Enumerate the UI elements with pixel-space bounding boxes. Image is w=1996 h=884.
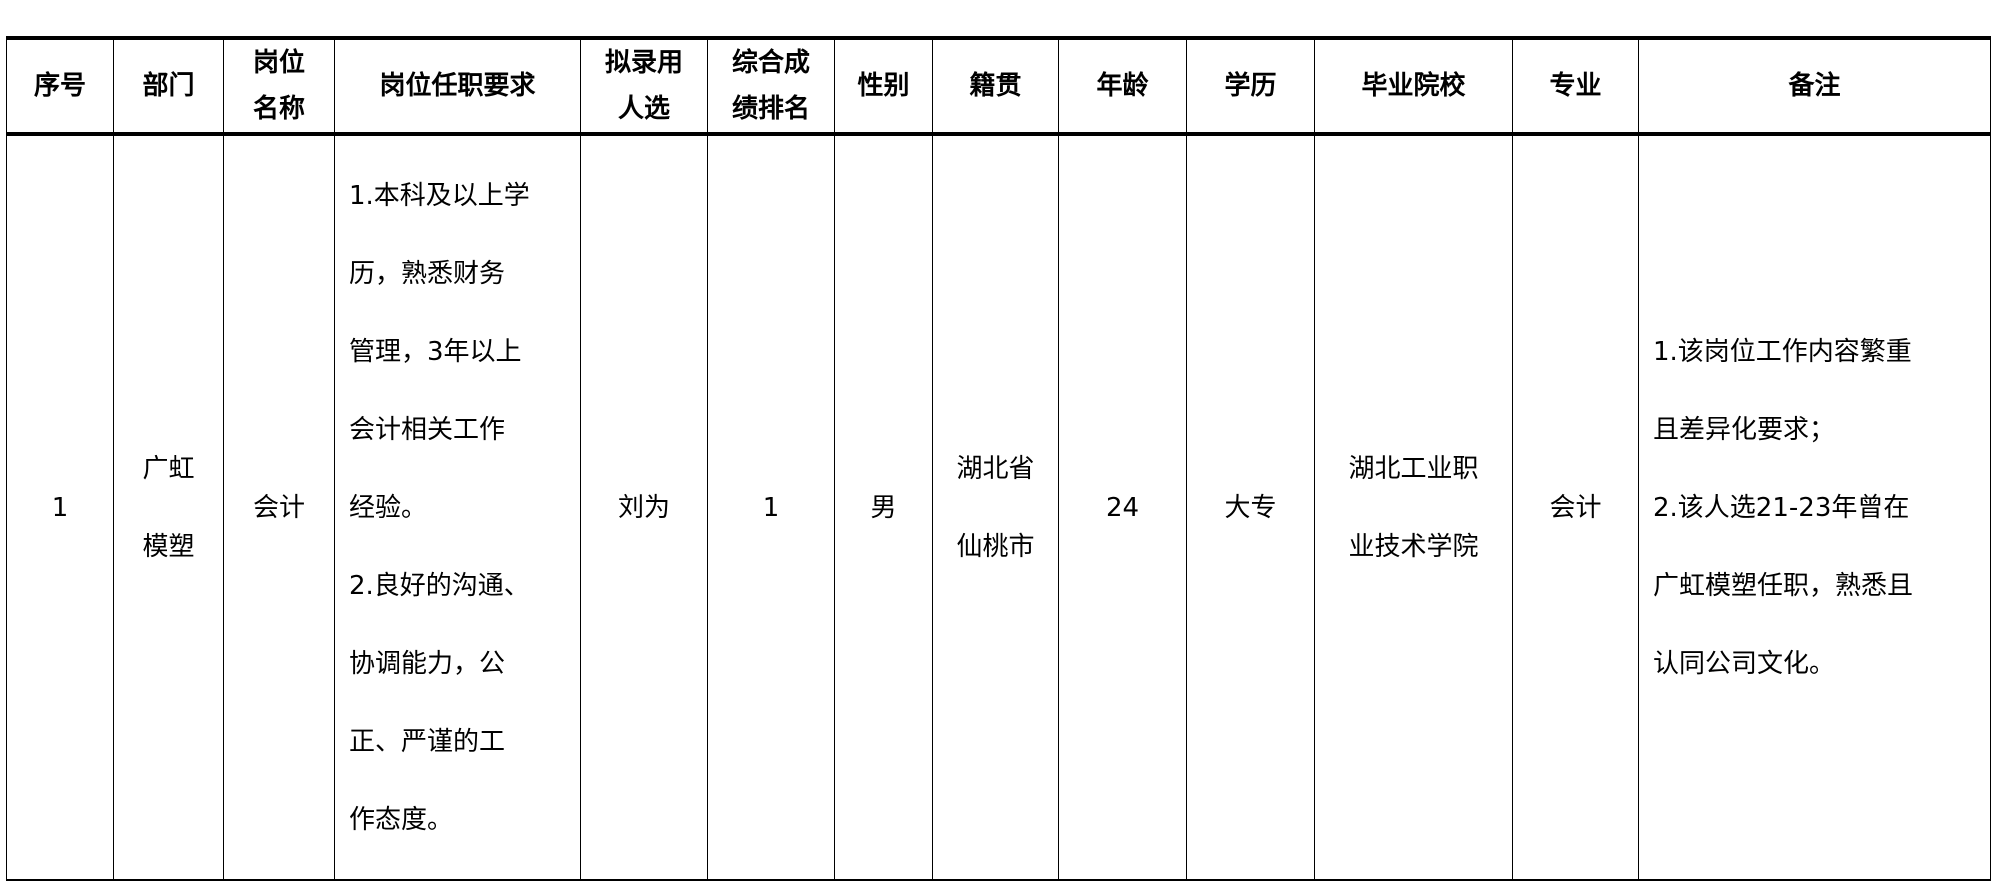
header-origin: 籍贯 [932, 36, 1059, 136]
header-remarks: 备注 [1638, 36, 1991, 136]
cell-rank: 1 [707, 133, 835, 881]
cell-line: 且差异化要求； [1653, 414, 1836, 445]
cell-line: 模塑 [142, 531, 195, 562]
cell-line: 认同公司文化。 [1653, 648, 1836, 679]
cell-line: 协调能力，公 [349, 648, 506, 679]
cell-line: 湖北工业职 [1348, 453, 1479, 484]
cell-school: 湖北工业职业技术学院 [1314, 133, 1513, 881]
header-index: 序号 [6, 36, 114, 136]
cell-origin: 湖北省 仙桃市 [932, 133, 1059, 881]
cell-line: 历，熟悉财务 [349, 258, 506, 289]
cell-candidate: 刘为 [580, 133, 708, 881]
cell-line: 湖北省 [956, 453, 1035, 484]
header-position: 岗位名称 [223, 36, 335, 136]
header-candidate: 拟录用人选 [580, 36, 708, 136]
cell-education: 大专 [1186, 133, 1315, 881]
cell-gender: 男 [834, 133, 933, 881]
cell-line: 2.良好的沟通、 [349, 570, 530, 601]
cell-line: 1.该岗位工作内容繁重 [1653, 336, 1912, 367]
header-candidate-label: 拟录用人选 [604, 48, 683, 124]
cell-department: 广虹 模塑 [113, 133, 224, 881]
cell-line: 广虹 [142, 453, 195, 484]
cell-line: 作态度。 [349, 804, 454, 835]
cell-line: 经验。 [349, 492, 428, 523]
cell-remarks: 1.该岗位工作内容繁重 且差异化要求； 2.该人选21-23年曾在 广虹模塑任职，熟悉… [1638, 133, 1991, 881]
header-rank: 综合成 绩排名 [707, 36, 835, 136]
header-education: 学历 [1186, 36, 1315, 136]
header-requirements: 岗位任职要求 [334, 36, 581, 136]
cell-line: 管理，3年以上 [349, 336, 522, 367]
cell-major: 会计 [1512, 133, 1639, 881]
cell-line: 1.本科及以上学 [349, 180, 530, 211]
cell-requirements: 1.本科及以上学 历，熟悉财务 管理，3年以上 会计相关工作 经验。 2.良好的沟通、 协调… [334, 133, 581, 881]
cell-line: 广虹模塑任职，熟悉且 [1653, 570, 1914, 601]
header-line: 绩排名 [731, 94, 810, 124]
table-row: 1 广虹模塑 会计 1.本科及以上学 历，熟悉财务 管理，3年以上 会计相关工作 经验。… [6, 133, 1991, 881]
header-school: 毕业院校 [1314, 36, 1513, 136]
header-department: 部门 [113, 36, 224, 136]
cell-line: 正、严谨的工 [349, 726, 506, 757]
cell-index: 1 [6, 133, 114, 881]
cell-line: 仙桃市 [956, 531, 1035, 562]
cell-line: 业技术学院 [1348, 531, 1479, 562]
header-major: 专业 [1512, 36, 1639, 136]
cell-line: 会计相关工作 [349, 414, 506, 445]
header-position-label: 岗位名称 [252, 48, 305, 124]
cell-position: 会计 [223, 133, 335, 881]
recruitment-table: 序号 部门 岗位名称 岗位任职要求 拟录用人选 综合成 绩排名 性别 籍贯 年龄 … [6, 36, 1991, 881]
cell-age: 24 [1058, 133, 1187, 881]
header-line: 综合成 [731, 48, 810, 78]
header-age: 年龄 [1058, 36, 1187, 136]
cell-line: 2.该人选21-23年曾在 [1653, 492, 1910, 523]
header-gender: 性别 [834, 36, 933, 136]
header-row: 序号 部门 岗位名称 岗位任职要求 拟录用人选 综合成 绩排名 性别 籍贯 年龄 … [6, 36, 1991, 136]
